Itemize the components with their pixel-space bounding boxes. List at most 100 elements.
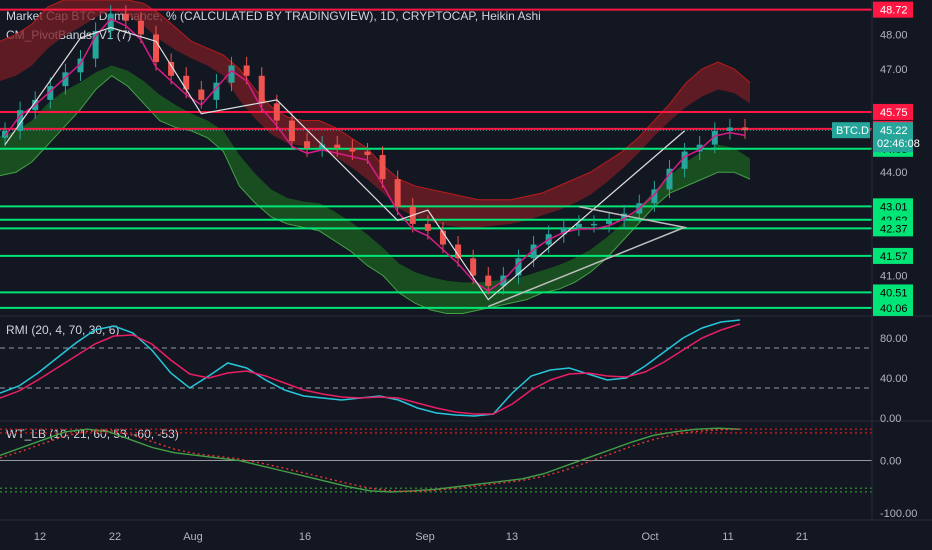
rmi-series-line [0, 319, 741, 417]
candle-body [606, 220, 613, 224]
price-axis: 48.0047.0044.0041.0048.7245.7545.2644.68… [0, 0, 932, 521]
candle-body [455, 244, 462, 259]
candle-body [379, 155, 386, 180]
candle-body [666, 168, 673, 190]
wt-series-line [0, 428, 741, 493]
price-tick-label: 48.00 [880, 29, 908, 41]
lower-band-line [0, 75, 751, 314]
level-price-tag [873, 284, 913, 301]
candle-body [168, 62, 175, 76]
candle-body [349, 148, 356, 152]
wt-series-line [0, 427, 741, 493]
candle-body [651, 189, 658, 204]
last-price-label: 45.22 [880, 125, 908, 137]
candle-body [424, 223, 431, 231]
level-price-tag-label: 48.72 [880, 5, 908, 17]
candle-body [364, 151, 371, 155]
level-price-tag [873, 247, 913, 264]
price-tick-label: 47.00 [880, 64, 908, 76]
level-price-tag-label: 40.06 [880, 303, 908, 315]
candle-body [77, 58, 84, 73]
pivot-line [4, 18, 746, 292]
candle-body [681, 151, 688, 169]
time-tick-label: 21 [796, 531, 808, 543]
time-tick-label: 12 [34, 531, 46, 543]
candle-body [711, 130, 718, 145]
candle-body [621, 213, 628, 221]
time-tick-label: 11 [722, 531, 733, 543]
upper-band [0, 0, 750, 228]
candle-body [243, 65, 250, 76]
countdown-label: 02:46:08 [877, 138, 920, 150]
time-tick-label: 13 [506, 531, 518, 543]
candle-body [258, 75, 265, 104]
pivot-bands [0, 0, 751, 314]
time-tick-label: 22 [109, 531, 121, 543]
rmi-series-line [0, 323, 741, 415]
level-price-tag [873, 103, 913, 120]
candle-body [122, 13, 129, 21]
wt-pane [0, 427, 872, 493]
wt-tick-label: -100.00 [880, 508, 917, 520]
level-price-tag-label: 41.57 [880, 251, 908, 263]
candle-body [742, 127, 748, 131]
level-price-tag [873, 299, 913, 316]
time-tick-label: 16 [299, 531, 311, 543]
level-price-tag-label: 45.75 [880, 107, 908, 119]
time-axis: 12 22 Aug 16 Sep 13 Oct 11 21 [34, 531, 808, 543]
candle-body [470, 258, 477, 276]
zigzag-line [4, 26, 685, 301]
horizontal-levels [0, 8, 872, 309]
lower-band [0, 65, 750, 314]
rmi-tick-label: 80.00 [880, 333, 908, 345]
candle-body [288, 120, 295, 142]
candle-body [304, 141, 311, 149]
price-tick-label: 44.00 [880, 167, 908, 179]
candle-body [137, 20, 144, 35]
time-tick-label: Aug [183, 531, 203, 543]
pattern-lines [4, 26, 688, 308]
candle-body [47, 86, 54, 100]
wt-tick-label: 0.00 [880, 456, 901, 468]
candle-body [530, 244, 537, 259]
candle-body [273, 103, 280, 121]
candle-body [334, 144, 341, 149]
candle-body [439, 230, 446, 245]
candle-body [228, 65, 235, 83]
candle-body [590, 223, 597, 226]
time-tick-label: Sep [415, 531, 435, 543]
candle-body [394, 179, 401, 207]
rmi-tick-label: 0.00 [880, 413, 901, 425]
candle-body [213, 82, 220, 100]
level-price-tag [873, 198, 913, 215]
candle-body [17, 110, 24, 131]
candle-body [575, 223, 582, 228]
symbol-tag [832, 122, 870, 139]
level-price-tag-label: 42.37 [880, 223, 908, 235]
candle-body [62, 72, 69, 87]
candle-body [726, 127, 733, 131]
candle-body [92, 31, 99, 59]
candle-body [107, 13, 114, 31]
candle-body [515, 258, 522, 276]
candle-body [183, 75, 190, 90]
rmi-tick-label: 40.00 [880, 373, 908, 385]
level-price-tag-label: 43.01 [880, 201, 908, 213]
candle-body [560, 227, 567, 235]
candle-body [198, 89, 205, 100]
candle-body [696, 144, 703, 152]
candle-body [2, 130, 8, 138]
last-price-tag [873, 122, 913, 153]
candle-body [319, 144, 326, 149]
candle-body [485, 275, 492, 286]
level-price-tag [873, 1, 913, 18]
triangle-pattern [487, 205, 688, 308]
price-tick-label: 41.00 [880, 271, 908, 283]
rmi-pane [0, 319, 872, 417]
level-price-tag-label: 40.51 [880, 287, 908, 299]
level-price-tag [873, 220, 913, 237]
time-tick-label: Oct [641, 531, 658, 543]
candles [2, 5, 748, 295]
candle-body [153, 34, 160, 62]
